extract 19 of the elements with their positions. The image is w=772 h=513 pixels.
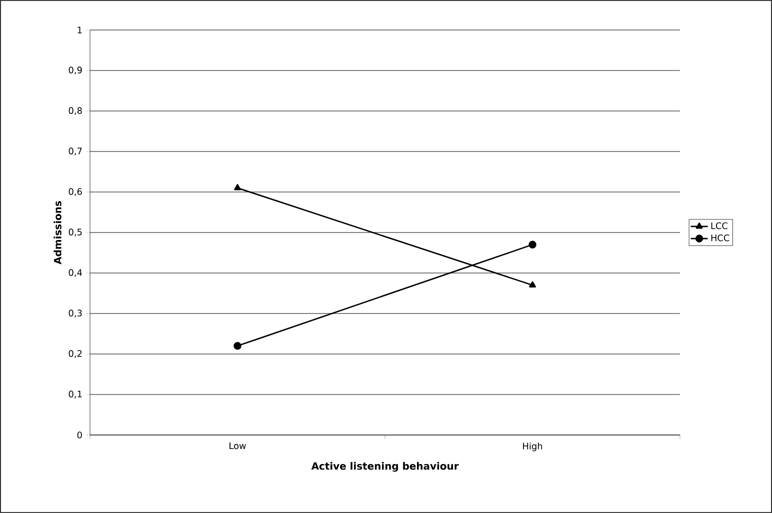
y-tick-label: 0,4 <box>68 269 82 277</box>
y-tick-label: 0,6 <box>68 188 82 196</box>
y-axis-title: Admissions <box>54 201 62 264</box>
legend-label: LCC <box>711 222 728 230</box>
x-axis-title: Active listening behaviour <box>311 462 459 472</box>
y-tick-label: 0,7 <box>68 148 82 156</box>
y-tick-label: 0,1 <box>68 390 82 398</box>
x-tick-label: Low <box>230 442 246 450</box>
y-tick-label: 0,5 <box>68 228 82 236</box>
legend-label: HCC <box>711 234 730 242</box>
y-tick-label: 1 <box>78 26 82 34</box>
x-tick-label: High <box>523 442 542 452</box>
y-tick-label: 0,3 <box>68 310 82 318</box>
y-tick-label: 0,2 <box>68 350 82 358</box>
point <box>528 240 536 249</box>
point <box>234 342 242 350</box>
y-tick-label: 0 <box>77 432 82 438</box>
y-tick-label: 0,9 <box>68 66 82 74</box>
y-tick-label: 0,8 <box>68 107 82 115</box>
